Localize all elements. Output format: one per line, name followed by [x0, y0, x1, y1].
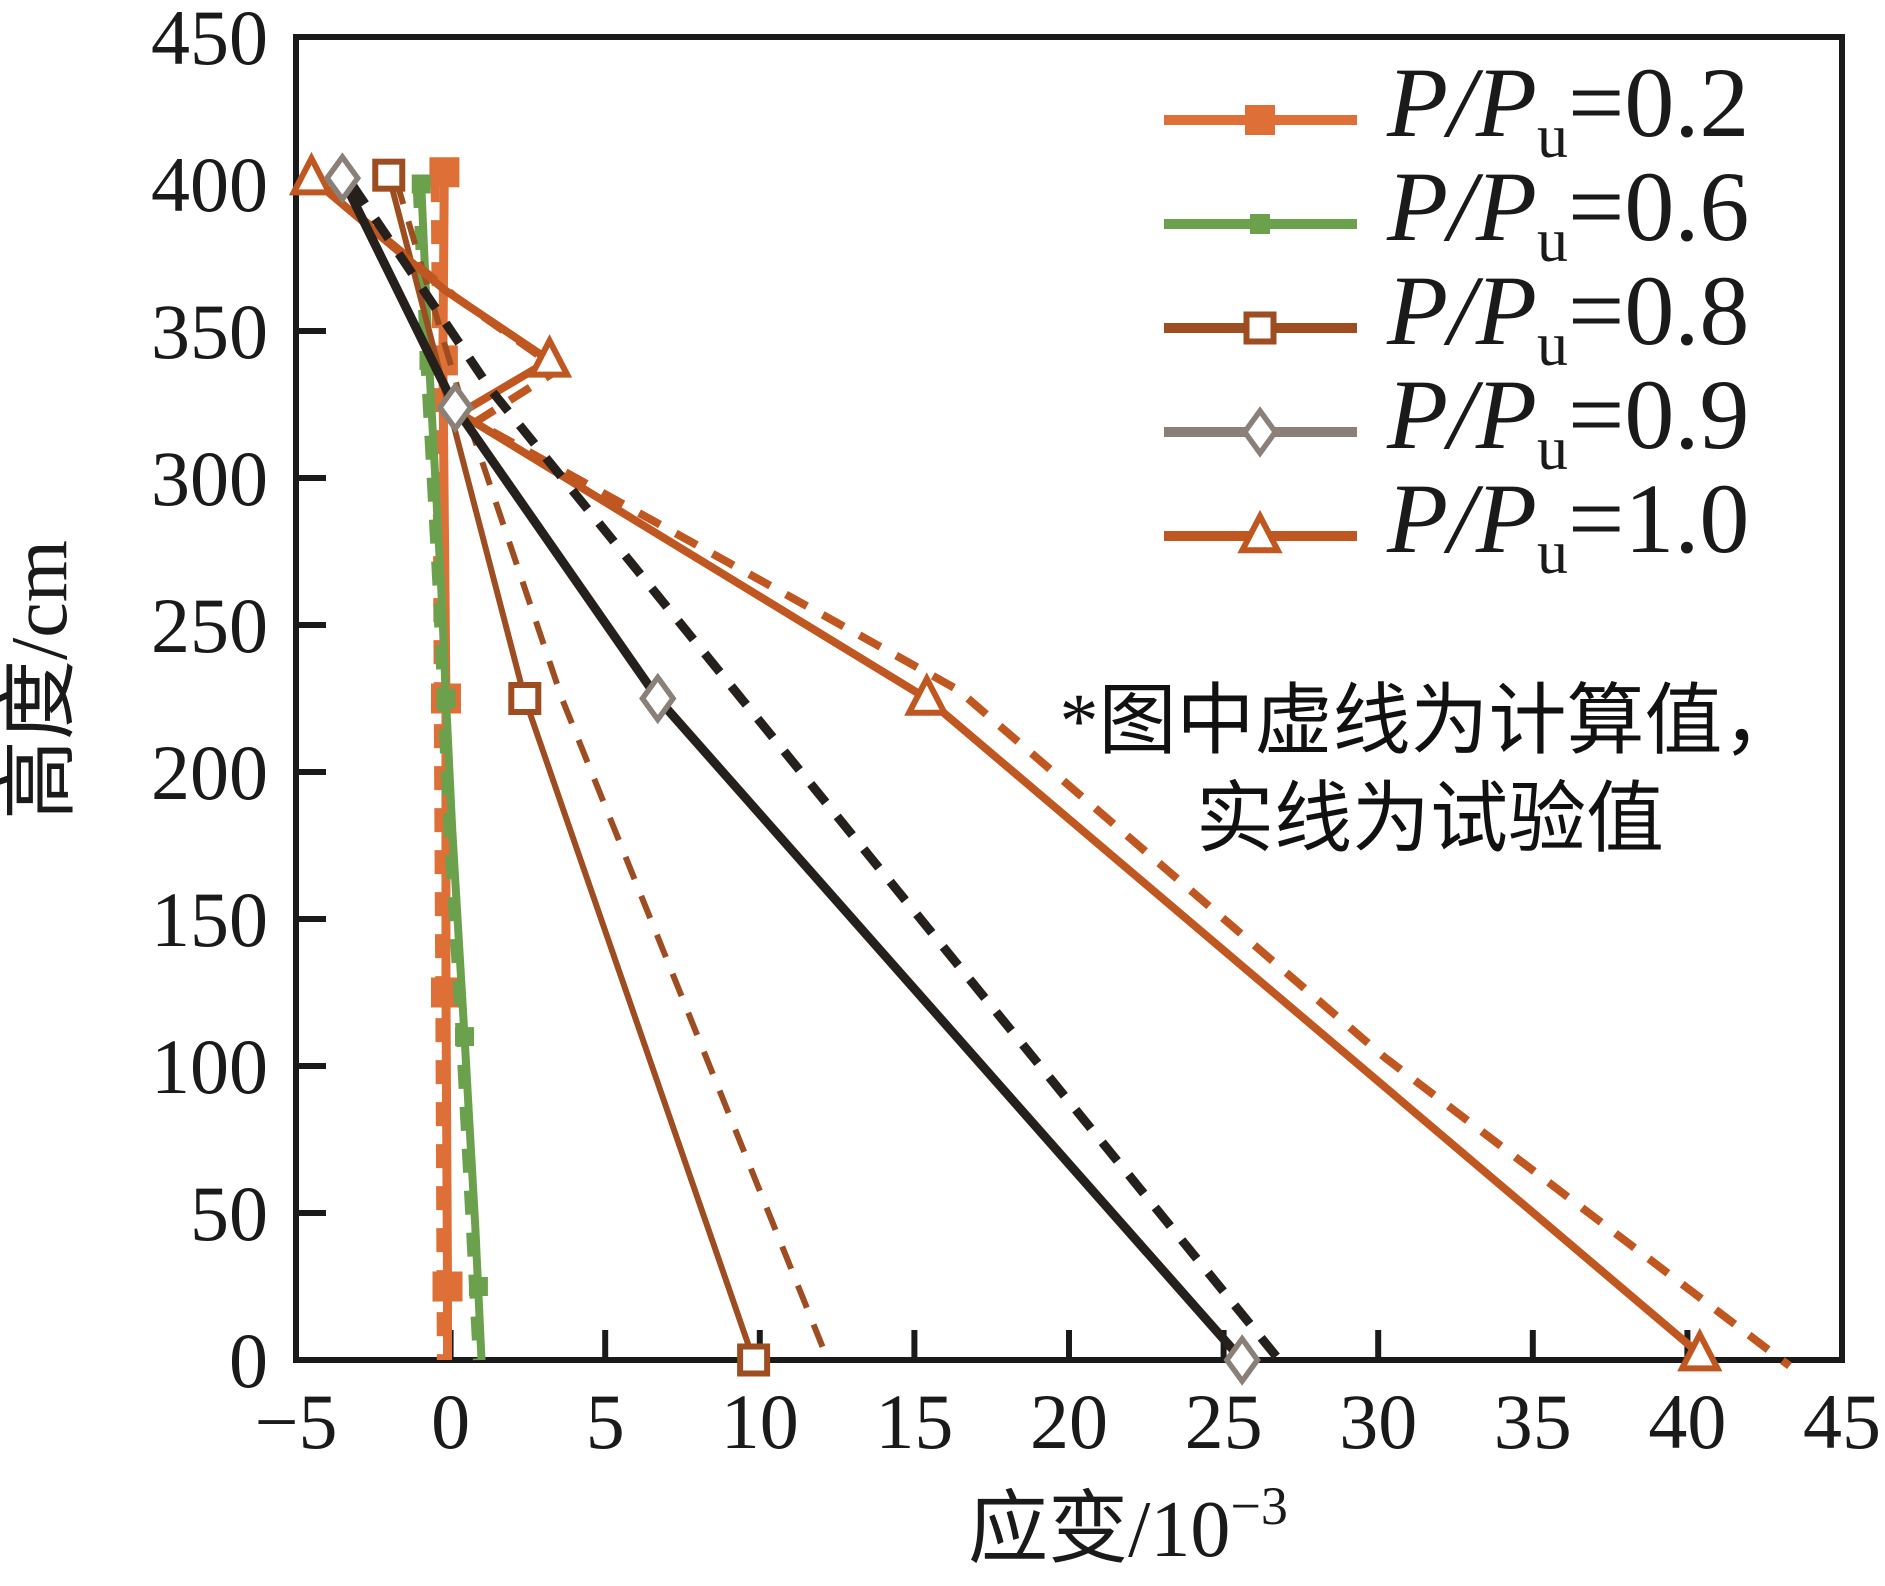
series-marker-P/Pu=1.0 — [904, 672, 950, 716]
y-tick-label-200: 200 — [151, 729, 268, 816]
series-marker-P/Pu=1.0 — [288, 151, 335, 196]
x-axis-label-superscript: −3 — [1230, 1476, 1287, 1536]
legend-label-ppu-1.0: P/Pu=1.0 — [1387, 463, 1750, 588]
x-tick-label-15: 15 — [875, 1378, 953, 1465]
legend-item-ppu-1.0: P/Pu=1.0 — [1158, 467, 1878, 588]
legend-marker-P/Pu=0.6 — [1250, 214, 1270, 234]
legend-label-ppu-0.8: P/Pu=0.8 — [1387, 255, 1750, 380]
y-tick-label-350: 350 — [151, 288, 268, 375]
series-marker-P/Pu=0.6 — [455, 1027, 475, 1047]
legend-label-ppu-0.2: P/Pu=0.2 — [1387, 47, 1750, 172]
legend-swatch-ppu-0.9 — [1164, 406, 1357, 458]
series-marker-P/Pu=0.2 — [429, 157, 460, 188]
series-marker-P/Pu=0.6 — [436, 689, 456, 708]
series-marker-P/Pu=1.0 — [1677, 1327, 1723, 1372]
legend-marker-P/Pu=0.2 — [1245, 105, 1275, 135]
y-tick-label-450: 450 — [151, 0, 268, 81]
y-tick-label-250: 250 — [151, 582, 268, 669]
series-marker-P/Pu=0.8 — [737, 1343, 771, 1377]
series-marker-P/Pu=0.9 — [323, 152, 362, 204]
x-axis-label: 应变/10−3 — [968, 1476, 1288, 1574]
series-solid-P/Pu=0.6 — [417, 183, 486, 1361]
x-tick-label-35: 35 — [1494, 1378, 1572, 1465]
y-tick-label-300: 300 — [151, 435, 268, 522]
y-tick-label-150: 150 — [151, 876, 268, 963]
series-marker-P/Pu=0.8 — [372, 158, 406, 192]
series-marker-P/Pu=0.9 — [1223, 1334, 1261, 1386]
legend-marker-P/Pu=0.9 — [1241, 406, 1279, 458]
legend-label-ppu-0.6: P/Pu=0.6 — [1387, 151, 1750, 276]
series-dashed-P/Pu=0.9 — [347, 181, 1283, 1363]
legend-swatch-ppu-0.6 — [1164, 214, 1357, 234]
y-tick-label-100: 100 — [151, 1023, 268, 1110]
series-marker-P/Pu=0.9 — [639, 672, 677, 725]
legend: P/Pu=0.2 P/Pu=0.6 P/Pu=0.8 P/Pu=0.9 P/Pu… — [1158, 51, 1878, 588]
x-axis-label-main: 应变/10 — [968, 1486, 1230, 1574]
legend-marker-P/Pu=1.0 — [1237, 509, 1283, 554]
y-axis-label: 高度/cm — [0, 540, 84, 820]
legend-item-ppu-0.2: P/Pu=0.2 — [1158, 51, 1878, 172]
series-marker-P/Pu=0.6 — [411, 174, 431, 194]
y-tick-label-400: 400 — [151, 141, 268, 228]
x-tick-label-10: 10 — [721, 1378, 799, 1465]
legend-item-ppu-0.8: P/Pu=0.8 — [1158, 259, 1878, 380]
annotation-note: *图中虚线为计算值， 实线为试验值 — [950, 672, 1885, 868]
legend-item-ppu-0.9: P/Pu=0.9 — [1158, 363, 1878, 484]
series-dashed-P/Pu=0.8 — [393, 180, 831, 1362]
series-marker-P/Pu=1.0 — [526, 334, 573, 378]
legend-item-ppu-0.6: P/Pu=0.6 — [1158, 155, 1878, 276]
series-marker-P/Pu=0.9 — [436, 381, 474, 434]
series-solid-P/Pu=0.9 — [338, 176, 1246, 1363]
x-tick-label-40: 40 — [1648, 1378, 1726, 1465]
series-marker-P/Pu=0.2 — [432, 1271, 463, 1302]
legend-label-ppu-0.9: P/Pu=0.9 — [1387, 359, 1750, 484]
y-tick-label-50: 50 — [190, 1170, 268, 1257]
x-tick-label-45: 45 — [1803, 1378, 1881, 1465]
x-tick-label-25: 25 — [1185, 1378, 1263, 1465]
series-marker-P/Pu=0.6 — [468, 1277, 488, 1296]
annotation-note-line2: 实线为试验值 — [1195, 775, 1664, 862]
legend-swatch-ppu-1.0 — [1164, 509, 1357, 554]
legend-swatch-ppu-0.2 — [1164, 105, 1357, 135]
annotation-note-line1: *图中虚线为计算值， — [1059, 677, 1801, 764]
plot-layer: −5 0 5 10 15 20 25 30 35 40 4505010015020025030035… — [151, 0, 1881, 1465]
y-tick-label-0: 0 — [229, 1317, 268, 1404]
legend-swatch-ppu-0.8 — [1164, 311, 1357, 345]
x-tick-label-5: 5 — [586, 1378, 625, 1465]
x-tick-label-30: 30 — [1339, 1378, 1417, 1465]
x-tick-label-−5: −5 — [255, 1378, 338, 1465]
x-tick-label-0: 0 — [431, 1378, 470, 1465]
legend-marker-P/Pu=0.8 — [1243, 311, 1277, 345]
x-tick-label-20: 20 — [1030, 1378, 1108, 1465]
series-solid-P/Pu=1.0 — [308, 175, 1703, 1358]
series-marker-P/Pu=0.8 — [508, 682, 542, 715]
series-solid-P/Pu=0.8 — [385, 174, 757, 1361]
